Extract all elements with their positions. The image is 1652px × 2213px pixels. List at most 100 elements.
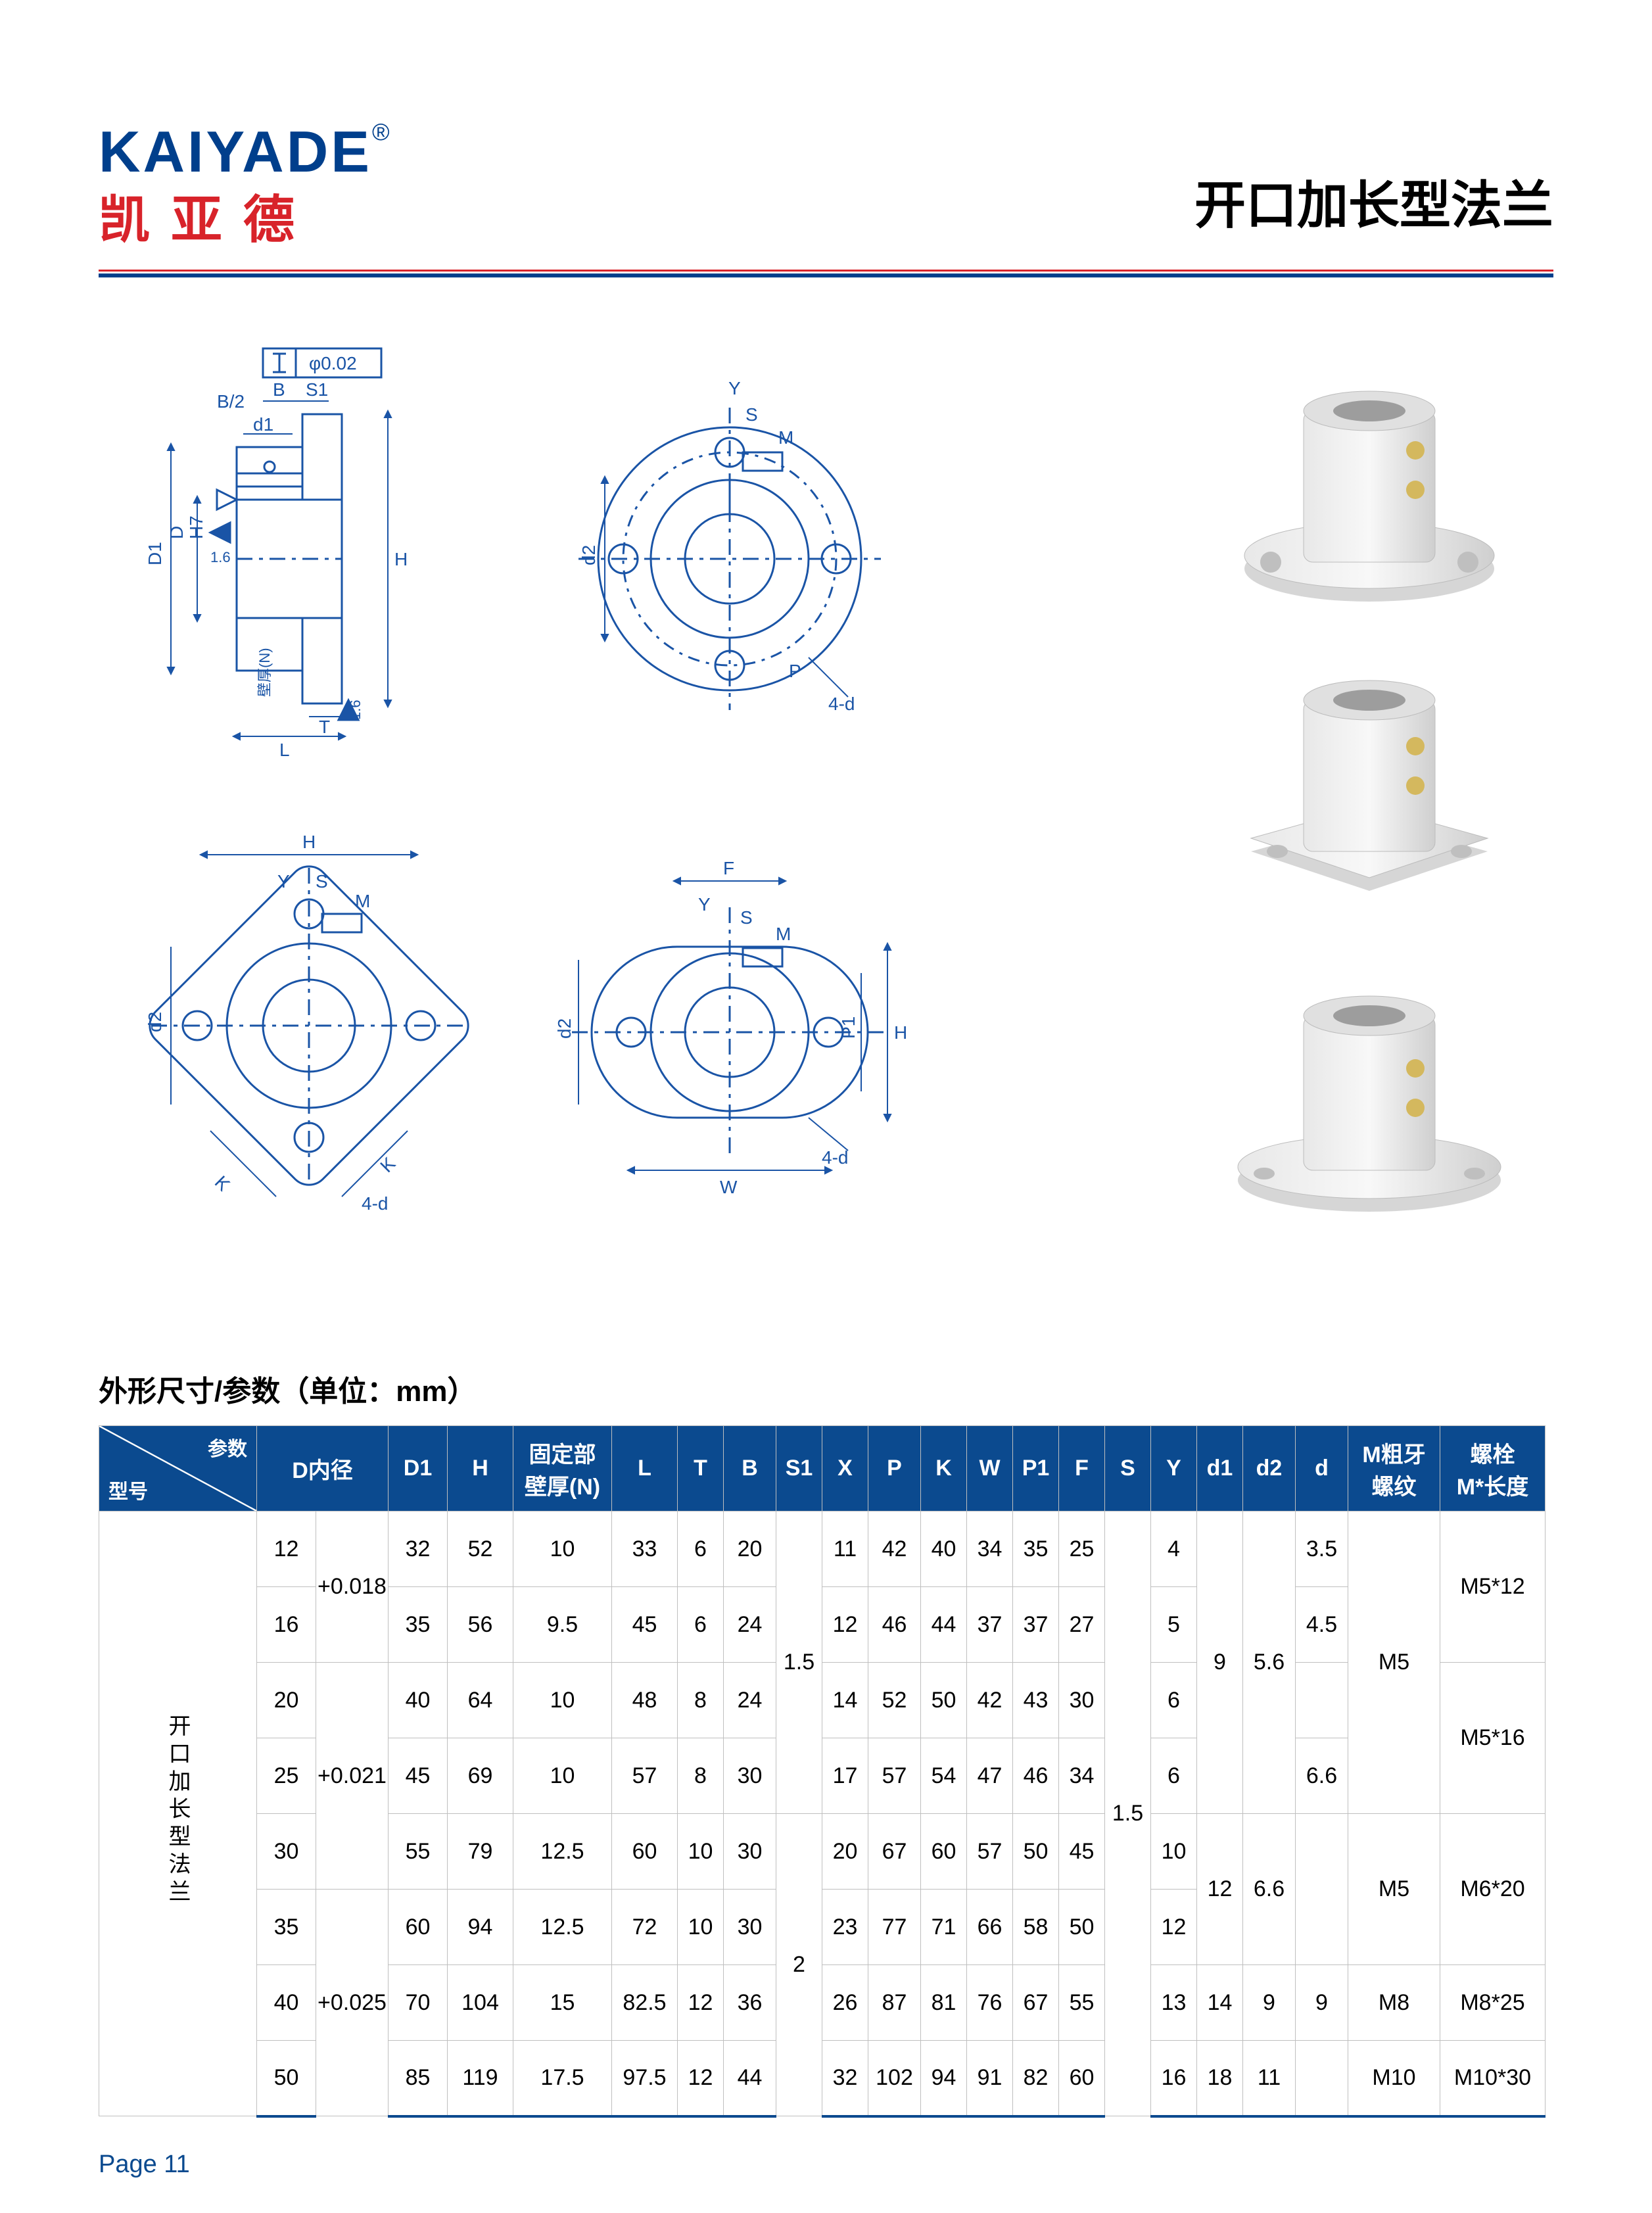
cell: 12: [678, 1965, 724, 2041]
svg-text:H: H: [302, 832, 316, 852]
cell: 6: [1151, 1738, 1197, 1814]
svg-text:M: M: [776, 924, 791, 944]
svg-text:Y: Y: [728, 378, 741, 398]
col-S1: S1: [776, 1426, 822, 1511]
page-title: 开口加长型法兰: [1194, 164, 1553, 238]
cell: 9: [1243, 1965, 1296, 2041]
cell: 4.5: [1296, 1587, 1348, 1663]
cell: 32: [822, 2041, 868, 2116]
svg-text:4-d: 4-d: [362, 1193, 388, 1214]
cell: 25: [1059, 1511, 1105, 1587]
cell: 25: [257, 1738, 316, 1814]
cell: 50: [921, 1663, 967, 1738]
cell: 9.5: [513, 1587, 612, 1663]
cell: 76: [967, 1965, 1013, 2041]
cell: 30: [724, 1890, 776, 1965]
cell: 67: [1013, 1965, 1059, 2041]
cell: 40: [389, 1663, 448, 1738]
svg-text:H7: H7: [186, 515, 206, 539]
cell: 9: [1296, 1965, 1348, 2041]
cell: 23: [822, 1890, 868, 1965]
spec-row: 20+0.021406410488241452504243306M5*16: [99, 1663, 1546, 1738]
cell: 35: [257, 1890, 316, 1965]
cell: 82.5: [612, 1965, 678, 2041]
brand-name-en: KAIYADE: [99, 119, 372, 184]
cell: 60: [1059, 2041, 1105, 2116]
photo-round-flange: [1212, 342, 1527, 625]
cell: 43: [1013, 1663, 1059, 1738]
cell: 16: [1151, 2041, 1197, 2116]
cell: 26: [822, 1965, 868, 2041]
cell: 18: [1197, 2041, 1243, 2116]
cell: 50: [257, 2041, 316, 2116]
cell: 81: [921, 1965, 967, 2041]
cell: 36: [724, 1965, 776, 2041]
svg-text:Y: Y: [698, 894, 711, 915]
cell: M6*20: [1440, 1814, 1546, 1965]
col-Y: Y: [1151, 1426, 1197, 1511]
cell: 12.5: [513, 1890, 612, 1965]
cell: 5.6: [1243, 1511, 1296, 1814]
cell: 42: [868, 1511, 921, 1587]
cell: 12.5: [513, 1814, 612, 1890]
cell: +0.018: [316, 1511, 389, 1663]
cell: 34: [1059, 1738, 1105, 1814]
cell: 1.5: [1105, 1511, 1151, 2116]
cell: 32: [389, 1511, 448, 1587]
brand-name-cn: 凯亚德: [99, 179, 390, 252]
cell: 11: [822, 1511, 868, 1587]
cell: 97.5: [612, 2041, 678, 2116]
registered-mark: ®: [372, 118, 390, 145]
svg-text:4-d: 4-d: [822, 1147, 848, 1168]
cell: 10: [1151, 1814, 1197, 1890]
photo-square-flange: [1212, 651, 1527, 934]
cell: 27: [1059, 1587, 1105, 1663]
cell: 开口加长型法兰: [99, 1511, 257, 2116]
svg-text:D: D: [166, 526, 187, 539]
svg-text:F: F: [723, 858, 734, 878]
cell: 30: [257, 1814, 316, 1890]
photo-oblong-flange: [1212, 960, 1527, 1243]
cell: 52: [868, 1663, 921, 1738]
cell: 66: [967, 1890, 1013, 1965]
cell: M5: [1348, 1814, 1440, 1965]
svg-text:B/2: B/2: [217, 391, 245, 412]
cell: 15: [513, 1965, 612, 2041]
col-d: d: [1296, 1426, 1348, 1511]
cell: 42: [967, 1663, 1013, 1738]
col-d2: d2: [1243, 1426, 1296, 1511]
cell: 45: [1059, 1814, 1105, 1890]
header-divider: [99, 270, 1553, 277]
cell: 12: [822, 1587, 868, 1663]
cell: M5*16: [1440, 1663, 1546, 1814]
cell: 4: [1151, 1511, 1197, 1587]
cell: 12: [257, 1511, 316, 1587]
col-d1: d1: [1197, 1426, 1243, 1511]
page-number: Page 11: [99, 2151, 1553, 2179]
cell: 10: [678, 1814, 724, 1890]
svg-text:d1: d1: [253, 414, 273, 435]
diagram-round-flange: Y S M d2 P 4-d: [559, 368, 901, 723]
cell: 57: [967, 1814, 1013, 1890]
cell: 48: [612, 1663, 678, 1738]
cell: 54: [921, 1738, 967, 1814]
svg-text:D1: D1: [145, 542, 165, 565]
cell: 24: [724, 1663, 776, 1738]
col-S: S: [1105, 1426, 1151, 1511]
svg-text:d2: d2: [145, 1012, 165, 1032]
cell: 30: [724, 1738, 776, 1814]
svg-text:L: L: [279, 740, 290, 760]
cell: 94: [448, 1890, 513, 1965]
col-B: B: [724, 1426, 776, 1511]
cell: [1296, 2041, 1348, 2116]
spec-table: 参数型号D内径D1H固定部壁厚(N)LTBS1XPKWP1FSYd1d2dM粗牙…: [99, 1425, 1546, 2118]
cell: 5: [1151, 1587, 1197, 1663]
cell: 67: [868, 1814, 921, 1890]
cell: 14: [1197, 1965, 1243, 2041]
cell: 37: [967, 1587, 1013, 1663]
svg-text:P1: P1: [838, 1016, 859, 1039]
svg-text:W: W: [720, 1177, 738, 1197]
cell: 8: [678, 1738, 724, 1814]
cell: 11: [1243, 2041, 1296, 2116]
cell: 17.5: [513, 2041, 612, 2116]
